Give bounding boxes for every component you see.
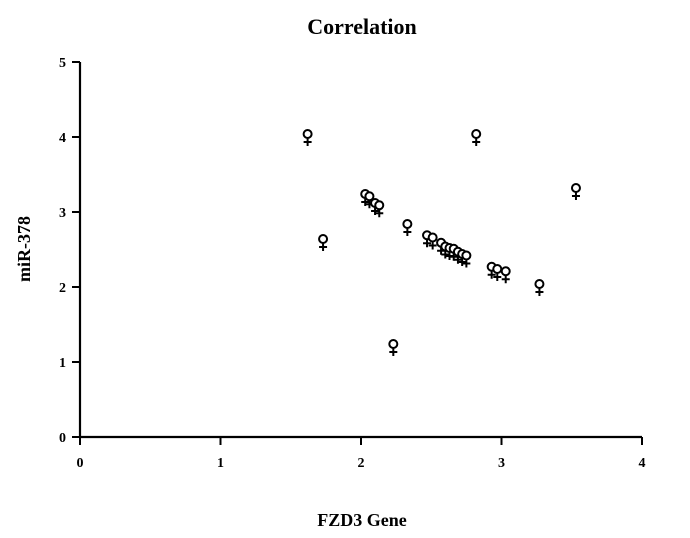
data-point <box>471 129 482 146</box>
x-axis-label: FZD3 Gene <box>317 510 407 530</box>
data-point <box>570 183 581 200</box>
chart-title: Correlation <box>307 14 417 39</box>
data-point <box>500 266 511 284</box>
data-point-circle <box>570 183 581 193</box>
data-point <box>388 339 399 356</box>
data-point-circle <box>427 232 438 243</box>
x-tick-label: 4 <box>639 456 646 471</box>
y-axis-label: miR-378 <box>14 216 34 282</box>
y-tick-label: 4 <box>59 131 66 146</box>
data-points <box>302 129 581 356</box>
y-tick-label: 2 <box>59 281 66 296</box>
data-point-circle <box>302 129 313 139</box>
x-tick-label: 0 <box>77 456 84 471</box>
data-point-circle <box>374 200 385 211</box>
x-tick-label: 1 <box>217 456 224 471</box>
x-tick-label: 2 <box>358 456 365 471</box>
y-tick-label: 1 <box>59 356 66 371</box>
data-point-circle <box>534 279 545 289</box>
x-tick-label: 3 <box>498 456 505 471</box>
data-point-circle <box>402 219 413 229</box>
data-point-circle <box>388 339 399 349</box>
data-point <box>374 200 385 218</box>
data-point-circle <box>318 234 329 244</box>
axis-ticks: 0 1 2 3 4 0 1 2 3 4 5 <box>59 56 646 471</box>
data-point <box>302 129 313 146</box>
data-point-circle <box>500 266 511 277</box>
data-point <box>402 219 413 236</box>
data-point-circle <box>471 129 482 139</box>
y-tick-label: 3 <box>59 206 66 221</box>
data-point <box>534 279 545 296</box>
axes <box>78 62 642 439</box>
data-point <box>427 232 438 250</box>
data-point-circle <box>461 250 472 261</box>
y-tick-label: 0 <box>59 431 66 446</box>
data-point-circle <box>492 264 503 274</box>
data-point <box>492 264 503 281</box>
data-point <box>318 234 329 251</box>
data-point <box>461 250 472 268</box>
y-tick-label: 5 <box>59 56 66 71</box>
